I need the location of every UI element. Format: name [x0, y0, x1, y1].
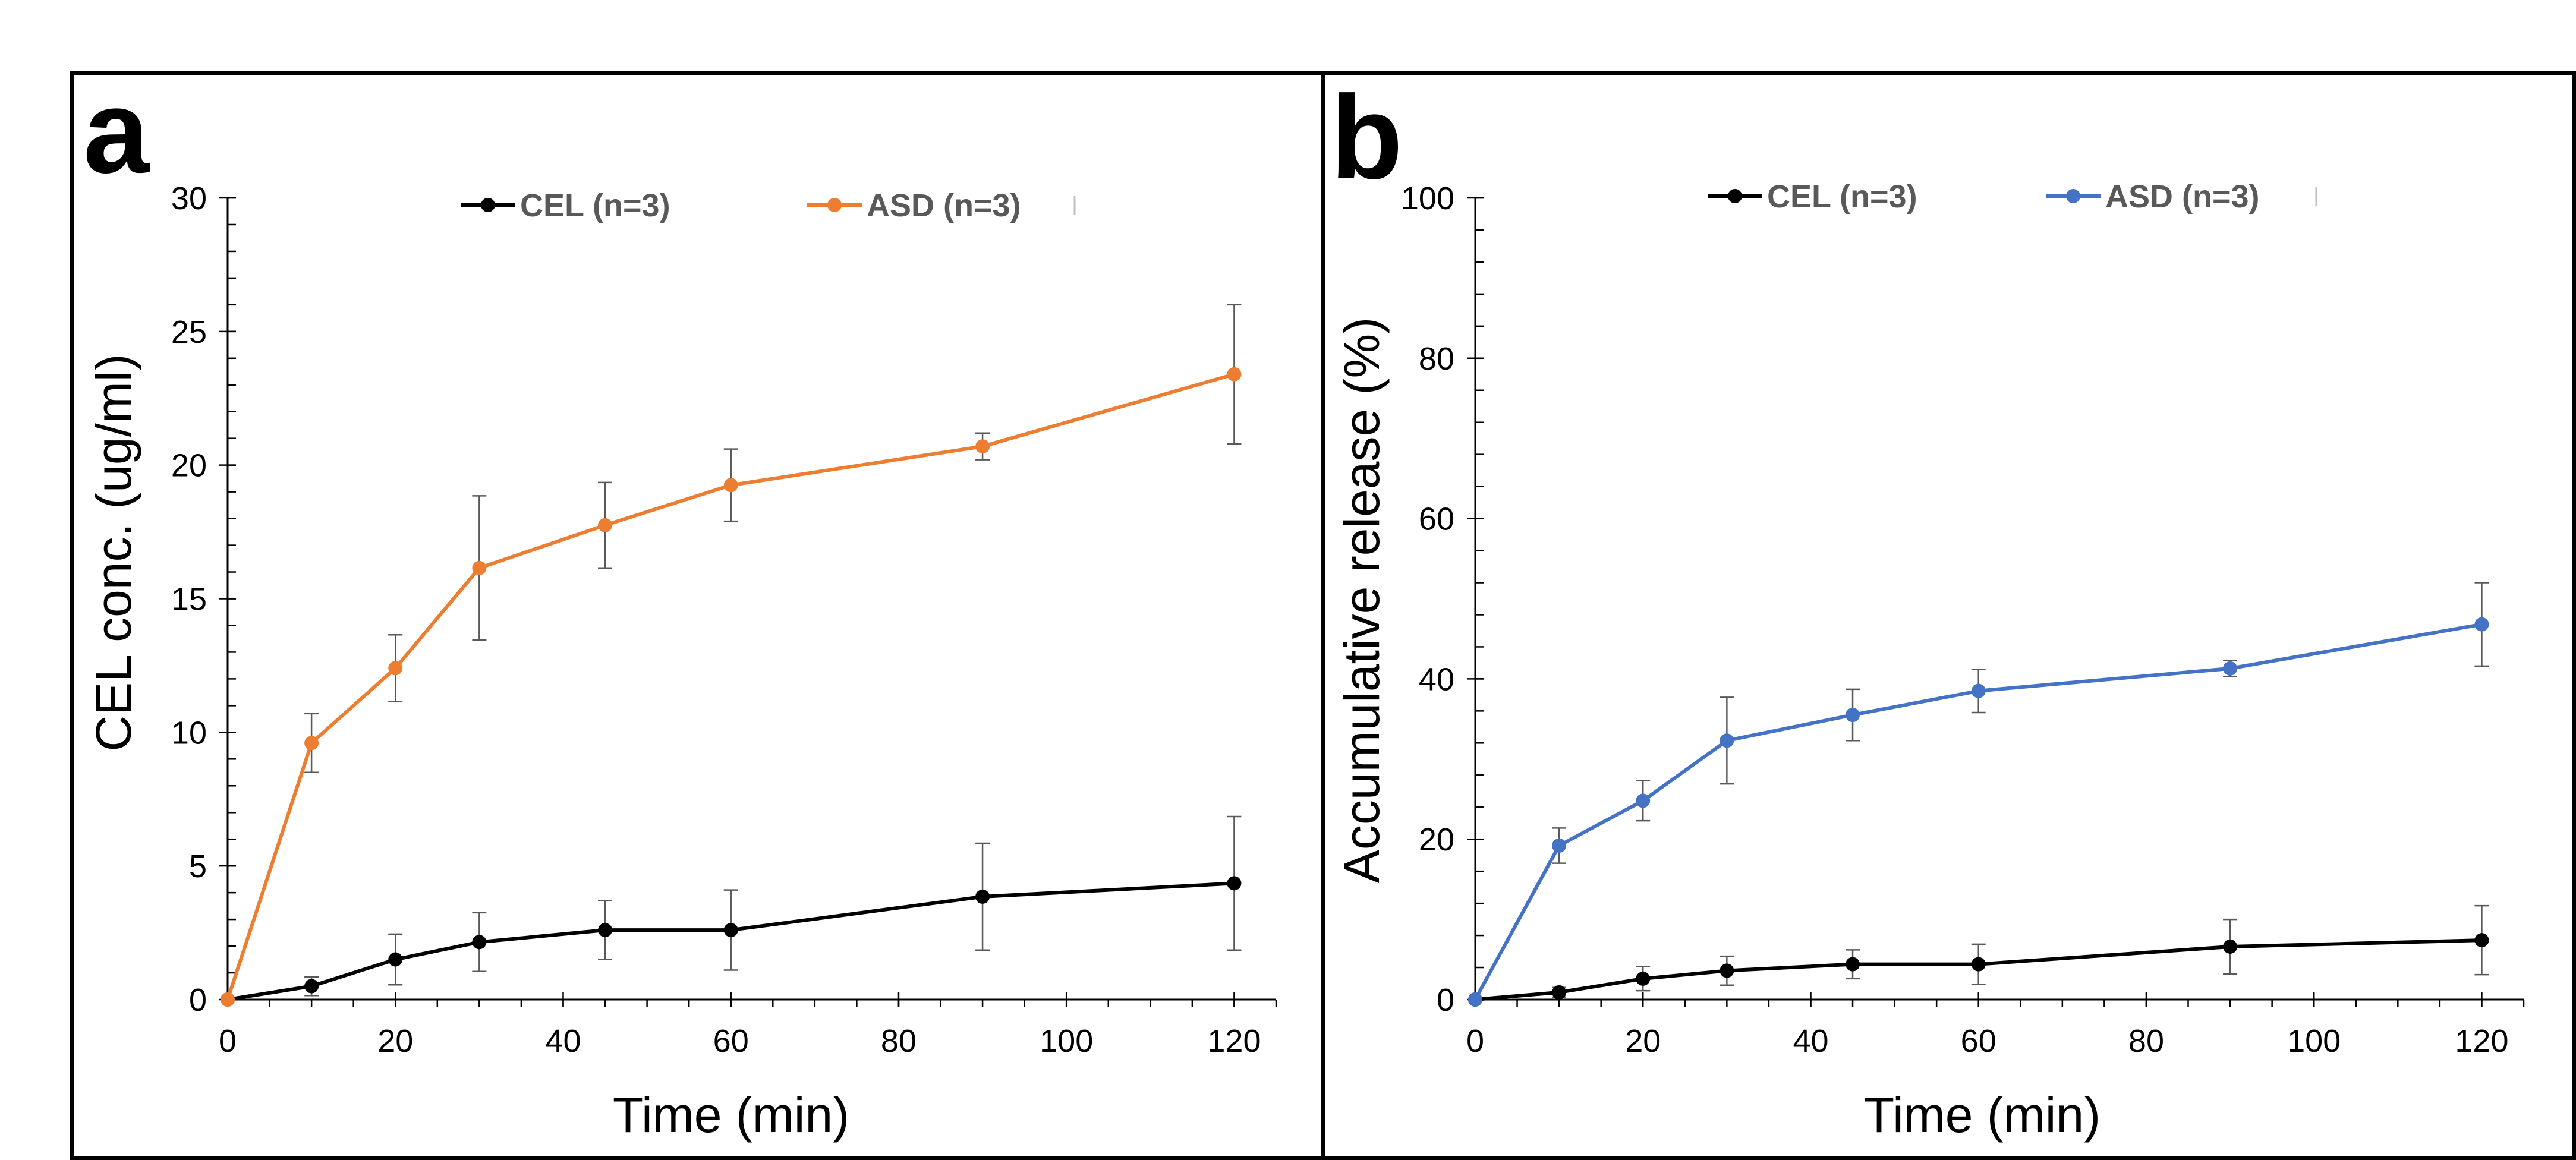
panel-b-x-tick-label: 120: [2455, 1023, 2508, 1059]
panel-a-x-tick-label: 100: [1040, 1023, 1093, 1059]
panel-a-x-tick-label: 120: [1207, 1023, 1261, 1059]
panel-b-axes: [1474, 198, 2524, 1001]
panel-b-legend-marker: [1728, 189, 1742, 203]
panel-a-x-tick-label: 80: [881, 1023, 917, 1059]
panel-b-legend-marker: [2066, 189, 2080, 203]
panel-b-series-asd-point: [1846, 708, 1860, 723]
panel-a-legend-label: ASD (n=3): [867, 188, 1021, 223]
panel-b-series-cel-point: [1720, 963, 1734, 978]
panel-a-series-cel-point: [723, 923, 738, 938]
panel-a-series: [221, 304, 1242, 1007]
panel-a-x-tick-label: 0: [219, 1023, 237, 1059]
panel-a-series-cel-point: [472, 935, 487, 950]
panel-a-y-axis-title: CEL conc. (ug/ml): [86, 354, 141, 751]
panel-a-series-cel-line: [227, 881, 1235, 1001]
panel-b-series-asd-point: [1468, 992, 1482, 1007]
panel-b-ticks: 0 20 40 60 80 100 120 0 20 40 60 80 100: [1401, 181, 2525, 1059]
panel-a-series-cel-point: [598, 923, 613, 938]
panel-b-y-tick-label: 100: [1401, 181, 1454, 216]
panel-a-legend-marker: [827, 198, 842, 212]
panel-b-y-tick-label: 20: [1419, 822, 1454, 858]
panel-b-series-asd-point: [1636, 793, 1651, 808]
panel-a-series-asd-point: [304, 736, 319, 751]
panel-a-series-cel-point: [388, 952, 403, 967]
panel-a-y-tick-label: 10: [171, 715, 207, 751]
panel-b-x-tick-label: 80: [2128, 1023, 2164, 1059]
panel-a-axes: [226, 198, 1276, 1001]
panel-b-x-tick-label: 60: [1961, 1023, 1996, 1059]
panel-a-series-asd: [221, 304, 1242, 1007]
panel-b-series-asd-point: [1552, 838, 1567, 853]
panel-b-series-asd-line: [1473, 622, 2482, 1001]
panel-b-legend-item-asd: ASD (n=3): [2046, 179, 2260, 215]
panel-a-legend-marker: [481, 198, 495, 212]
panel-a-y-tick-label: 30: [171, 181, 207, 216]
panel-b-series-cel-point: [1846, 957, 1860, 972]
panel-a-y-tick-label: 20: [171, 448, 207, 484]
panel-b-y-axis-title: Accumulative release (%): [1334, 317, 1390, 883]
panel-a-legend-item-cel: CEL (n=3): [461, 188, 670, 223]
panel-a: a 0 20 40 60 80 100 120 0 5 10 15 20 25 30 CEL (n=3) A…: [83, 65, 1277, 1143]
panel-a-legend-item-asd: ASD (n=3): [807, 188, 1021, 223]
panel-a-series-cel-point: [304, 979, 319, 994]
panel-b-series-cel-point: [2223, 939, 2238, 954]
panel-b-y-tick-label: 80: [1419, 341, 1454, 377]
panel-b-x-tick-label: 0: [1466, 1023, 1484, 1059]
panel-a-ticks: 0 20 40 60 80 100 120 0 5 10 15 20 25 30: [171, 181, 1277, 1059]
panel-a-legend: CEL (n=3) ASD (n=3): [461, 188, 1076, 223]
panel-b-y-tick-label: 40: [1419, 661, 1454, 697]
panel-b-y-tick-label: 0: [1437, 982, 1454, 1018]
panel-b-x-tick-label: 100: [2287, 1023, 2341, 1059]
panel-a-legend-label: CEL (n=3): [520, 188, 670, 223]
panel-b-series-asd-point: [2223, 661, 2238, 676]
panel-a-x-tick-label: 40: [545, 1023, 581, 1059]
panel-b-series-asd-point: [1720, 733, 1734, 748]
panel-b-series-asd-point: [1971, 683, 1986, 698]
panel-b-y-tick-label: 60: [1419, 502, 1454, 537]
panel-a-series-asd-point: [1227, 367, 1242, 382]
panel-a-y-tick-label: 15: [171, 582, 207, 617]
panel-b-x-axis-title: Time (min): [1864, 1087, 2101, 1143]
panel-a-series-asd-point: [598, 518, 613, 532]
panel-b-legend-item-cel: CEL (n=3): [1708, 179, 1917, 215]
panel-a-series-asd-point: [723, 478, 738, 493]
panel-a-series-cel-point: [975, 889, 990, 904]
panel-a-series-asd-point: [472, 560, 487, 575]
panel-a-x-tick-label: 20: [377, 1023, 413, 1059]
panel-b-series-cel-point: [1552, 985, 1567, 1000]
panel-b-legend: CEL (n=3) ASD (n=3): [1708, 179, 2317, 215]
panel-a-series-asd-point: [388, 661, 403, 676]
panel-a-x-axis-title: Time (min): [613, 1087, 849, 1143]
panel-a-series-asd-point: [975, 439, 990, 454]
panel-b-series-cel-line: [1475, 938, 2482, 1001]
panel-b-series-asd: [1468, 582, 2489, 1007]
panel-b: b 0 20 40 60 80 100 120 0 20 40 60 80 100 CEL (n=3) A…: [1330, 71, 2525, 1143]
panel-a-y-tick-label: 25: [171, 314, 207, 350]
panel-a-letter: a: [83, 65, 150, 198]
panel-b-series-cel-point: [2474, 933, 2489, 948]
panel-b-legend-label: CEL (n=3): [1767, 179, 1917, 215]
panel-a-x-tick-label: 60: [713, 1023, 749, 1059]
panel-b-x-tick-label: 40: [1793, 1023, 1828, 1059]
panel-a-y-tick-label: 5: [189, 849, 207, 884]
panel-b-series-cel-point: [1636, 971, 1651, 986]
panel-a-series-cel-point: [1227, 876, 1242, 891]
panel-b-frame: [1321, 71, 2576, 1160]
panel-a-series-asd-line: [226, 372, 1235, 1000]
panel-b-series-cel-point: [1971, 957, 1986, 972]
panel-a-series-cel: [221, 815, 1242, 1007]
panel-b-x-tick-label: 20: [1625, 1023, 1661, 1059]
panel-b-legend-label: ASD (n=3): [2105, 179, 2260, 215]
panel-b-series: [1468, 582, 2489, 1007]
panel-b-letter: b: [1330, 71, 1403, 204]
panel-a-y-tick-label: 0: [189, 982, 207, 1018]
panel-b-series-asd-point: [2474, 617, 2489, 632]
panel-a-series-asd-point: [221, 992, 235, 1007]
panel-b-series-cel: [1468, 904, 2489, 1007]
